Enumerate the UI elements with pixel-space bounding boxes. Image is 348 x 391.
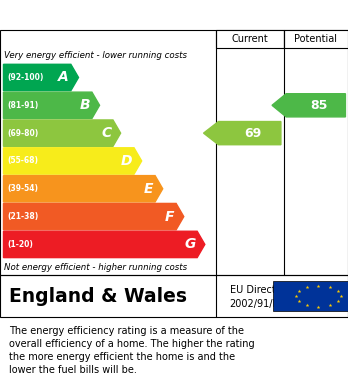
- Polygon shape: [3, 92, 100, 118]
- Polygon shape: [3, 120, 121, 146]
- Polygon shape: [3, 148, 142, 174]
- Text: E: E: [144, 182, 153, 196]
- Bar: [284, 30, 348, 48]
- Text: (92-100): (92-100): [8, 73, 44, 82]
- Text: (21-38): (21-38): [8, 212, 39, 221]
- Text: The energy efficiency rating is a measure of the
overall efficiency of a home. T: The energy efficiency rating is a measur…: [9, 326, 254, 375]
- Polygon shape: [272, 94, 346, 117]
- Text: 69: 69: [244, 127, 261, 140]
- Text: England & Wales: England & Wales: [9, 287, 187, 305]
- Polygon shape: [3, 203, 184, 230]
- Polygon shape: [3, 64, 79, 91]
- Text: (81-91): (81-91): [8, 101, 39, 110]
- Text: (1-20): (1-20): [8, 240, 33, 249]
- Text: (39-54): (39-54): [8, 184, 39, 193]
- Polygon shape: [3, 176, 163, 202]
- Text: Current: Current: [231, 34, 268, 44]
- Bar: [216, 30, 284, 48]
- Text: (69-80): (69-80): [8, 129, 39, 138]
- Text: Very energy efficient - lower running costs: Very energy efficient - lower running co…: [4, 52, 187, 61]
- Polygon shape: [3, 231, 205, 258]
- Text: 2002/91/EC: 2002/91/EC: [230, 300, 286, 309]
- Text: F: F: [165, 210, 174, 224]
- Text: Not energy efficient - higher running costs: Not energy efficient - higher running co…: [4, 262, 187, 271]
- Polygon shape: [204, 122, 281, 145]
- Text: Potential: Potential: [294, 34, 337, 44]
- Text: (55-68): (55-68): [8, 156, 39, 165]
- Text: G: G: [184, 237, 196, 251]
- Bar: [273, 281, 348, 311]
- Text: 85: 85: [310, 99, 327, 112]
- Text: C: C: [101, 126, 111, 140]
- Text: A: A: [58, 70, 69, 84]
- Text: D: D: [121, 154, 132, 168]
- Text: Energy Efficiency Rating: Energy Efficiency Rating: [9, 7, 219, 23]
- Text: B: B: [80, 98, 90, 112]
- Text: EU Directive: EU Directive: [230, 285, 290, 295]
